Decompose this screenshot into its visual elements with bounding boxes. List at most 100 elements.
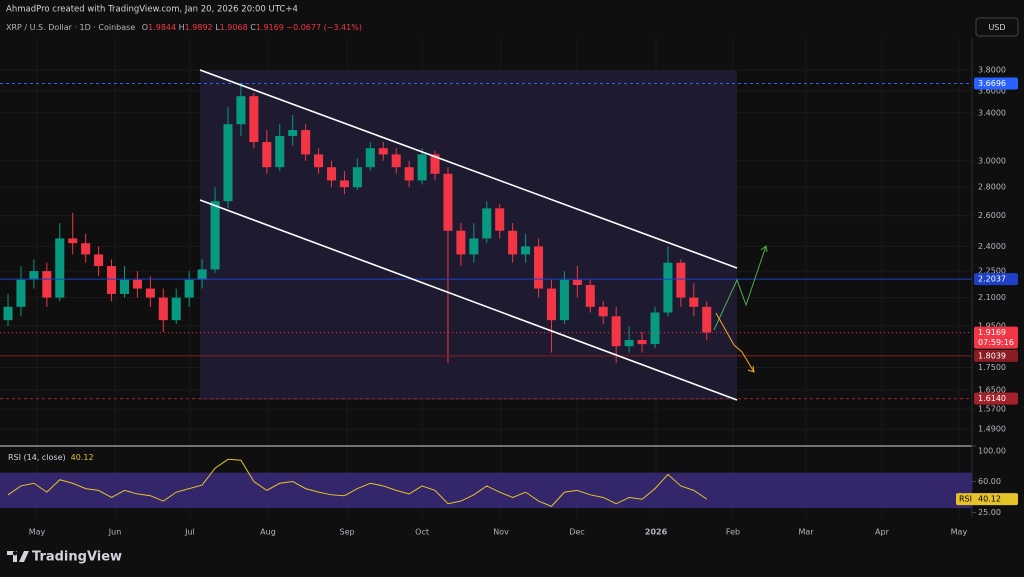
candle-body <box>275 136 285 168</box>
candle-body <box>482 208 492 239</box>
rsi-value: 40.12 <box>71 453 94 462</box>
candle-body <box>171 297 181 321</box>
candle-body <box>223 124 233 202</box>
candle-body <box>365 148 375 168</box>
price-tag-label: 1.8039 <box>978 351 1006 360</box>
candle-body <box>598 306 608 317</box>
y-tick-label: 1.5700 <box>978 405 1006 414</box>
x-tick-label: Jun <box>108 528 122 537</box>
y-tick-label: 1.9500 <box>978 322 1006 331</box>
currency-button[interactable] <box>975 17 1019 37</box>
rsi-legend: RSI (14, close) 40.12 <box>8 453 94 462</box>
candle-body <box>585 285 595 307</box>
value: 1.9169 <box>256 23 284 32</box>
candle-body <box>378 148 388 155</box>
projection-up <box>713 245 767 331</box>
candle-body <box>572 279 582 286</box>
credit: AhmadPro created with TradingView.com, J… <box>6 5 298 15</box>
candles <box>0 82 972 400</box>
candle-body <box>42 271 52 298</box>
candle-body <box>637 340 647 345</box>
candle-body <box>326 167 337 181</box>
y-tick-label: 1.4900 <box>978 425 1006 434</box>
candle-body <box>314 154 324 168</box>
rsi-tag-value: 40.12 <box>978 495 1001 504</box>
x-tick-label: May <box>951 528 968 537</box>
y-tick-label: 3.4000 <box>978 108 1006 117</box>
candle-body <box>249 96 259 143</box>
price-tag-label: 1.6140 <box>978 394 1006 403</box>
rsi-tick-label: 25.00 <box>978 508 1001 517</box>
candle-body <box>339 180 349 188</box>
candle-body <box>689 297 699 307</box>
candle-body <box>119 279 130 294</box>
x-tick-label: Feb <box>726 528 740 537</box>
candle-body <box>81 243 91 255</box>
key: O <box>142 23 148 32</box>
candle-body <box>236 96 246 125</box>
key: H <box>179 23 185 32</box>
last-price-tag <box>974 326 1018 349</box>
value: 1.9844 <box>148 23 176 32</box>
arrow-head <box>760 245 768 253</box>
value: 1.9068 <box>220 23 248 32</box>
price-tag <box>974 349 1018 362</box>
y-tick-label: 3.6000 <box>978 86 1006 95</box>
candle-body <box>262 142 272 168</box>
candle-body <box>663 262 673 313</box>
x-tick-label: Mar <box>798 528 814 537</box>
candle-body <box>197 269 207 280</box>
x-tick-label: May <box>29 528 46 537</box>
candle-body <box>702 306 712 333</box>
candle-body <box>352 167 362 188</box>
candle-body <box>534 246 544 289</box>
y-tick-label: 2.6000 <box>978 211 1006 220</box>
y-tick-label: 1.6500 <box>978 386 1006 395</box>
brand: TradingView <box>32 550 122 565</box>
candle-body <box>676 262 686 298</box>
candle-body <box>301 130 311 155</box>
candle-body <box>29 271 39 280</box>
candle-body <box>430 154 440 174</box>
channel-upper <box>199 69 738 269</box>
x-tick-label: Dec <box>569 528 584 537</box>
rsi-tag <box>956 493 1018 506</box>
candle-body <box>443 173 453 231</box>
channel-fill <box>200 70 737 400</box>
candle-body <box>495 208 505 231</box>
rsi-pane: RSI (14, close) 40.12 <box>0 445 976 514</box>
channel-lower <box>199 199 738 401</box>
y-tick-label: 2.4000 <box>978 242 1006 251</box>
change: −0.0677 (−3.41%) <box>286 23 362 32</box>
candle-body <box>55 238 65 298</box>
candle-body <box>624 340 634 347</box>
candle-body <box>469 238 479 255</box>
currency[interactable]: USD <box>988 23 1005 32</box>
last-price-label: 1.9169 <box>978 328 1006 337</box>
projection-down <box>715 312 755 373</box>
price-tag-label: 3.6696 <box>978 79 1006 88</box>
y-tick-label: 2.8000 <box>978 183 1006 192</box>
legend: XRP / U.S. Dollar · 1D · Coinbase O1.984… <box>6 23 362 32</box>
candle-body <box>16 279 26 307</box>
arrow-head <box>747 365 755 373</box>
price-tag-label: 2.2037 <box>978 275 1006 284</box>
key: L <box>215 23 220 32</box>
x-tick-label: Oct <box>415 528 429 537</box>
candle-body <box>559 279 569 321</box>
price-tag <box>974 77 1018 90</box>
logo-icon <box>7 551 29 562</box>
candle-body <box>288 130 298 137</box>
rsi-band <box>0 472 972 509</box>
y-tick-label: 3.8000 <box>978 66 1006 75</box>
candle-body <box>158 297 168 321</box>
rsi-line <box>7 458 708 507</box>
candle-body <box>508 230 518 255</box>
rsi-tick-label: 60.00 <box>978 477 1001 486</box>
rsi-tick-label: 100.00 <box>978 447 1006 456</box>
candle-body <box>417 154 427 181</box>
x-tick-label: 2026 <box>645 528 668 537</box>
x-tick-label: Sep <box>339 528 354 537</box>
